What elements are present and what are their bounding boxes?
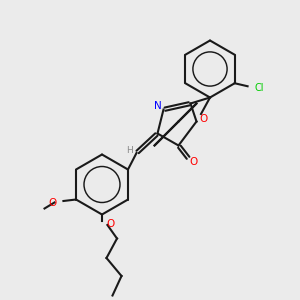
Text: N: N (154, 101, 162, 111)
Text: O: O (189, 157, 198, 167)
Text: O: O (48, 197, 56, 208)
Text: Cl: Cl (254, 83, 264, 93)
Text: H: H (127, 146, 133, 154)
Text: O: O (106, 219, 115, 230)
Text: O: O (199, 114, 207, 124)
